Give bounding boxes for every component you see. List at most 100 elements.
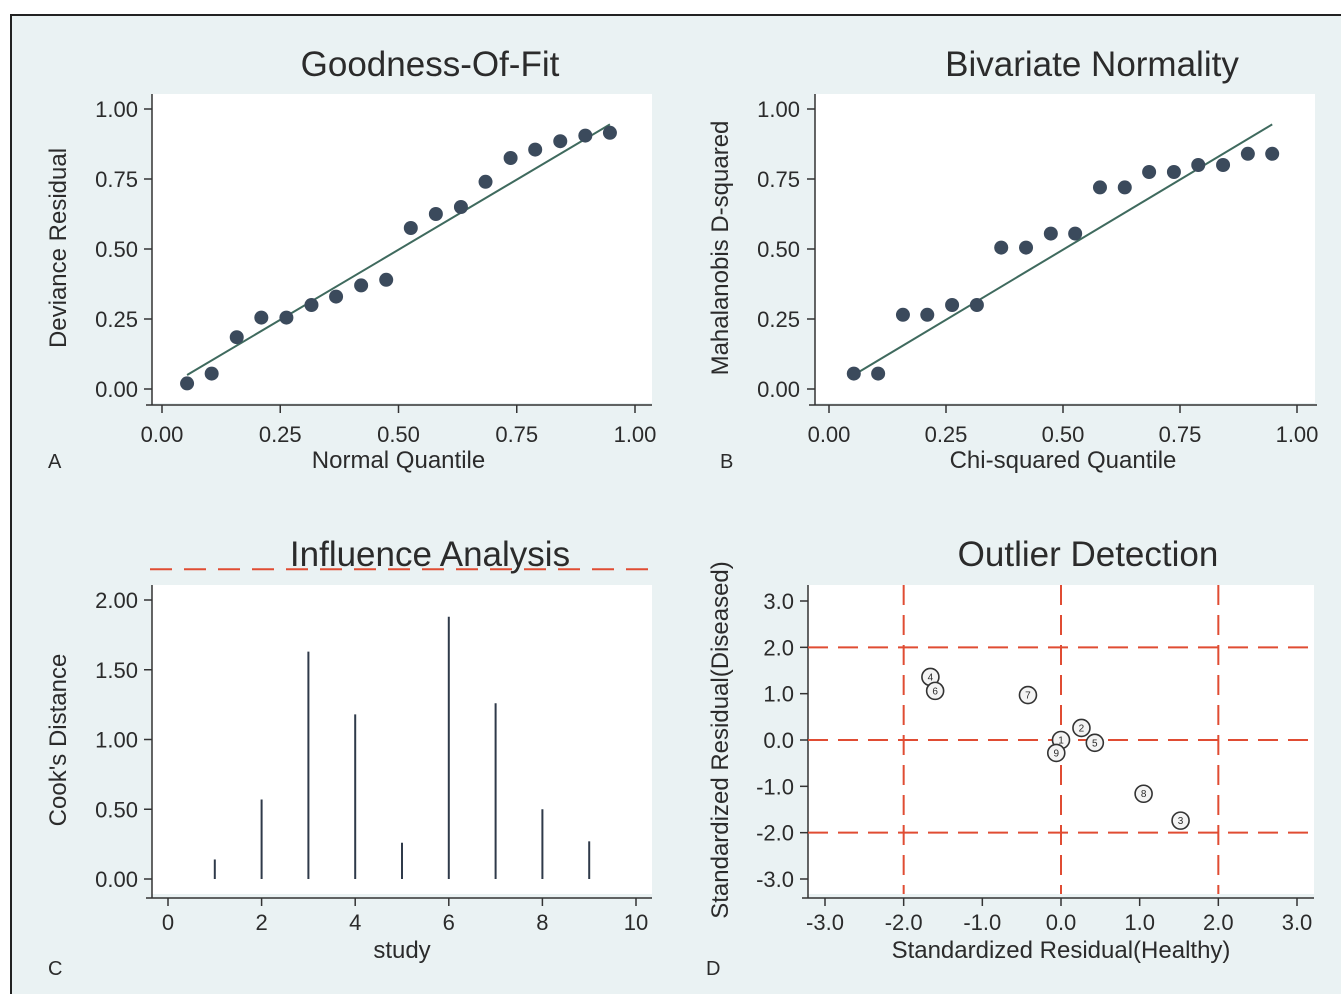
study-point-label: 3	[1178, 816, 1184, 827]
data-point	[1043, 226, 1058, 241]
x-tick-label: -3.0	[806, 910, 844, 935]
data-point	[553, 134, 568, 149]
y-tick-label: 0.00	[95, 867, 138, 892]
study-point-label: 5	[1092, 738, 1098, 749]
data-point	[846, 366, 861, 381]
x-tick-label: 8	[536, 910, 548, 935]
panel-letter: C	[48, 958, 62, 980]
data-point	[871, 366, 886, 381]
x-tick-label: 0.50	[377, 422, 420, 447]
chart-title: Outlier Detection	[958, 535, 1219, 574]
data-point	[304, 298, 319, 312]
chart-panel-d: -3.0 -2.0 -1.0 0.0 1.0 2.0 3.0 -3.0 -2.0 -1.0 0.0 1…	[706, 535, 1314, 980]
data-point	[920, 307, 935, 322]
data-point	[354, 278, 369, 293]
x-tick-label: 1.00	[614, 422, 657, 447]
study-point	[925, 681, 945, 701]
y-tick-label: 0.25	[757, 307, 800, 332]
x-axis-label: study	[373, 937, 430, 964]
x-tick-label: -1.0	[963, 910, 1001, 935]
study-point	[1072, 718, 1091, 738]
reference-line	[186, 123, 611, 376]
data-point	[994, 240, 1009, 255]
study-point-label: 4	[928, 672, 934, 683]
data-point	[503, 151, 518, 165]
study-point	[1171, 811, 1190, 830]
y-tick-label: -3.0	[756, 867, 794, 892]
data-point	[1068, 226, 1083, 241]
study-point-label: 2	[1079, 723, 1085, 734]
y-tick-label: 1.00	[95, 97, 138, 122]
chart-title: Influence Analysis	[290, 535, 570, 574]
chart-title: Bivariate Normality	[945, 45, 1239, 84]
y-tick-label: -1.0	[756, 774, 794, 799]
data-point	[945, 298, 960, 312]
x-tick-label: 6	[443, 910, 455, 935]
data-point	[254, 310, 269, 325]
y-tick-label: 0.0	[763, 728, 794, 753]
data-point	[453, 200, 468, 214]
x-axis-label: Standardized Residual(Healthy)	[892, 937, 1231, 964]
data-point	[428, 207, 443, 221]
chart-panel-b: 0.00 0.25 0.50 0.75 1.00 0.00 0.25 0.50 0.75 1.00…	[707, 45, 1318, 474]
data-point	[1092, 180, 1107, 195]
y-tick-label: 3.0	[763, 589, 794, 614]
data-point	[229, 330, 244, 345]
x-tick-label: 0.00	[808, 422, 851, 447]
data-point	[1265, 146, 1280, 161]
y-tick-label: 0.25	[95, 307, 138, 332]
data-point	[1216, 158, 1231, 172]
x-axis-label: Chi-squared Quantile	[950, 447, 1177, 474]
y-tick-label: 2.00	[95, 588, 138, 613]
chart-panel-c: 0.00 0.50 1.00 1.50 2.00 0 2 4 6 8 10 study Cook's D…	[45, 535, 652, 980]
study-point-label: 9	[1053, 748, 1059, 759]
data-point	[1117, 180, 1132, 195]
x-tick-label: 0.00	[141, 422, 184, 447]
y-tick-label: 2.0	[763, 635, 794, 660]
y-axis-label: Cook's Distance	[45, 654, 72, 827]
y-tick-label: 1.00	[757, 97, 800, 122]
y-tick-label: 1.0	[763, 682, 794, 707]
data-point	[279, 310, 294, 325]
study-point-label: 6	[932, 686, 938, 697]
y-axis-label: Mahalanobis D-squared	[707, 121, 734, 376]
data-point	[1240, 146, 1255, 161]
x-tick-label: 3.0	[1282, 910, 1313, 935]
data-point	[379, 272, 394, 287]
y-tick-label: 0.00	[757, 377, 800, 402]
y-tick-label: 0.50	[757, 237, 800, 262]
x-tick-label: 2	[255, 910, 267, 935]
data-point	[1019, 240, 1034, 255]
study-point	[1046, 743, 1066, 763]
data-point	[969, 298, 984, 312]
data-point	[180, 376, 195, 391]
y-tick-label: 0.50	[95, 237, 138, 262]
panel-letter: A	[48, 451, 62, 473]
y-tick-label: 0.50	[95, 797, 138, 822]
y-tick-label: 1.50	[95, 658, 138, 683]
x-tick-label: 10	[624, 910, 648, 935]
y-tick-label: 1.00	[95, 728, 138, 753]
x-tick-label: 0.0	[1046, 910, 1077, 935]
y-tick-label: 0.00	[95, 377, 138, 402]
y-tick-label: 0.75	[95, 167, 138, 192]
x-tick-label: 0.50	[1042, 422, 1085, 447]
data-point	[478, 174, 493, 189]
chart-panel-a: 0.00 0.25 0.50 0.75 1.00 0.00 0.25 0.50 0.75 1.00…	[45, 45, 656, 474]
y-tick-label: 0.75	[757, 167, 800, 192]
x-axis-label: Normal Quantile	[312, 447, 485, 474]
y-axis-label: Standardized Residual(Diseased)	[707, 561, 734, 919]
study-point	[1134, 784, 1153, 804]
panel-letter: B	[720, 451, 733, 473]
data-point	[528, 142, 543, 157]
data-point	[1166, 165, 1181, 179]
x-tick-label: 1.00	[1276, 422, 1319, 447]
study-point-label: 1	[1058, 736, 1064, 747]
study-point	[1085, 733, 1105, 753]
data-point	[403, 221, 418, 235]
data-point	[329, 289, 344, 304]
data-point	[602, 125, 617, 140]
x-tick-label: 0.25	[259, 422, 302, 447]
data-point	[204, 366, 219, 381]
